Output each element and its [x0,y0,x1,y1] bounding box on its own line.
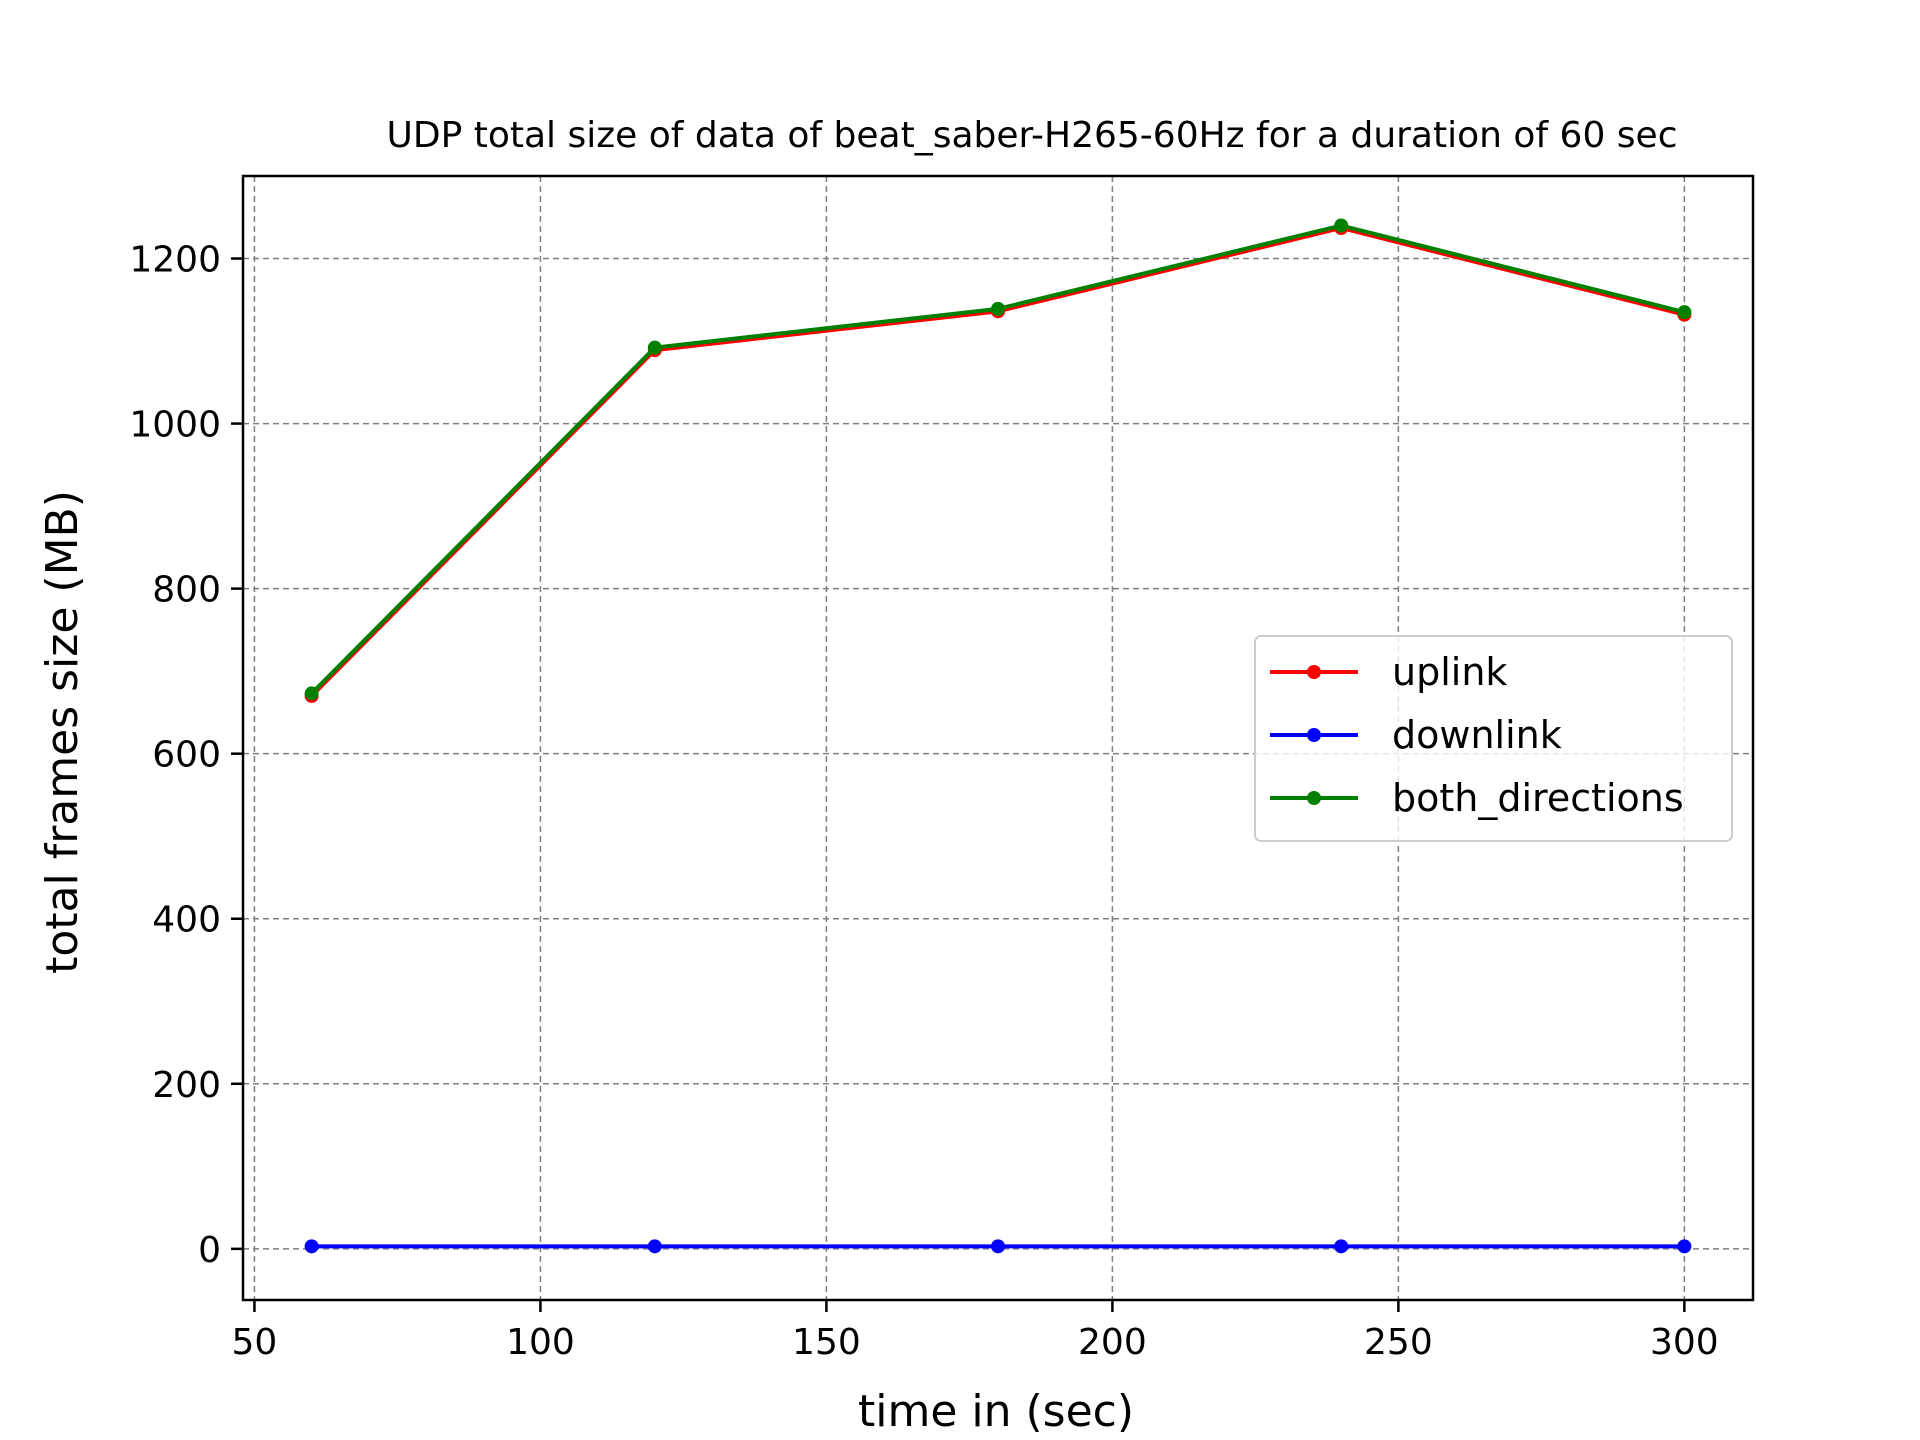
series-downlink [304,1239,1692,1254]
y-axis-label: total frames size (MB) [37,490,88,974]
y-tick-label: 600 [152,735,221,776]
series-layer [304,218,1692,1254]
data-point-both-directions [304,686,319,701]
data-point-downlink [647,1239,662,1254]
y-tick-label: 800 [152,570,221,611]
legend-marker-both-directions [1307,791,1321,805]
data-point-both-directions [991,301,1005,316]
legend-label-downlink: downlink [1392,713,1562,757]
data-point-both-directions [647,340,662,355]
chart-title: UDP total size of data of beat_saber-H26… [387,115,1678,156]
legend-marker-uplink [1307,665,1321,679]
legend-marker-downlink [1307,728,1321,742]
legend-item-both-directions: both_directions [1270,776,1684,820]
y-tick-label: 0 [198,1230,221,1271]
x-tick-label: 200 [1078,1322,1147,1363]
legend-item-uplink: uplink [1270,650,1507,694]
y-tick-label: 400 [152,900,221,941]
legend-label-uplink: uplink [1392,650,1507,694]
x-axis-label: time in (sec) [858,1386,1134,1437]
y-tick-label: 1200 [129,240,221,281]
x-tick-label: 100 [506,1322,575,1363]
data-point-downlink [1334,1239,1349,1254]
data-point-downlink [991,1239,1005,1254]
data-point-downlink [304,1239,319,1254]
y-tick-label: 1000 [129,405,221,446]
tick-layer: 50 100 150 200 250 300 0 200 400 600 800 1000 1200 [129,240,1718,1363]
series-both-directions [304,218,1692,701]
data-point-both-directions [1677,305,1692,320]
plot-frame [241,174,1755,1302]
x-tick-label: 250 [1364,1322,1433,1363]
data-point-both-directions [1334,218,1349,233]
data-point-downlink [1677,1239,1692,1254]
y-tick-label: 200 [152,1065,221,1106]
legend-box [1254,635,1733,842]
legend-label-both-directions: both_directions [1392,776,1684,820]
x-tick-label: 150 [792,1322,861,1363]
legend-item-downlink: downlink [1270,713,1562,757]
x-tick-label: 300 [1650,1322,1719,1363]
legend: uplink downlink both_directions [1254,635,1733,842]
x-tick-label: 50 [232,1322,278,1363]
